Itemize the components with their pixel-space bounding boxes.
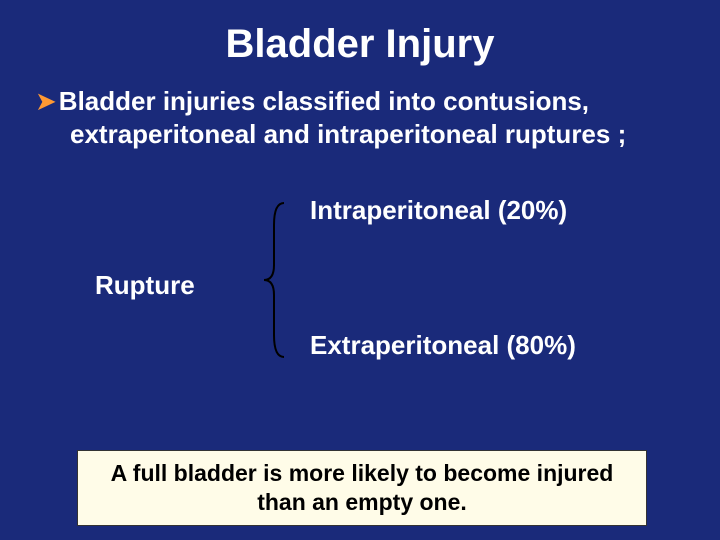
- intro-text-2: extraperitoneal and intraperitoneal rupt…: [35, 118, 695, 151]
- curly-brace-icon: [260, 195, 290, 365]
- diagram-item-extraperitoneal: Extraperitoneal (80%): [310, 330, 576, 361]
- callout-box: A full bladder is more likely to become …: [77, 450, 647, 526]
- intro-line-1: ➤ Bladder injuries classified into contu…: [35, 85, 695, 118]
- diagram-root-label: Rupture: [95, 270, 195, 301]
- rupture-diagram: Rupture Intraperitoneal (20%) Extraperit…: [0, 195, 720, 385]
- diagram-item-intraperitoneal: Intraperitoneal (20%): [310, 195, 567, 226]
- intro-text-1: Bladder injuries classified into contusi…: [59, 85, 589, 118]
- callout-text-line2: than an empty one.: [88, 488, 636, 517]
- slide-title: Bladder Injury: [0, 0, 720, 85]
- intro-block: ➤ Bladder injuries classified into contu…: [0, 85, 720, 150]
- callout-text-line1: A full bladder is more likely to become …: [88, 459, 636, 488]
- bullet-arrow-icon: ➤: [35, 86, 57, 117]
